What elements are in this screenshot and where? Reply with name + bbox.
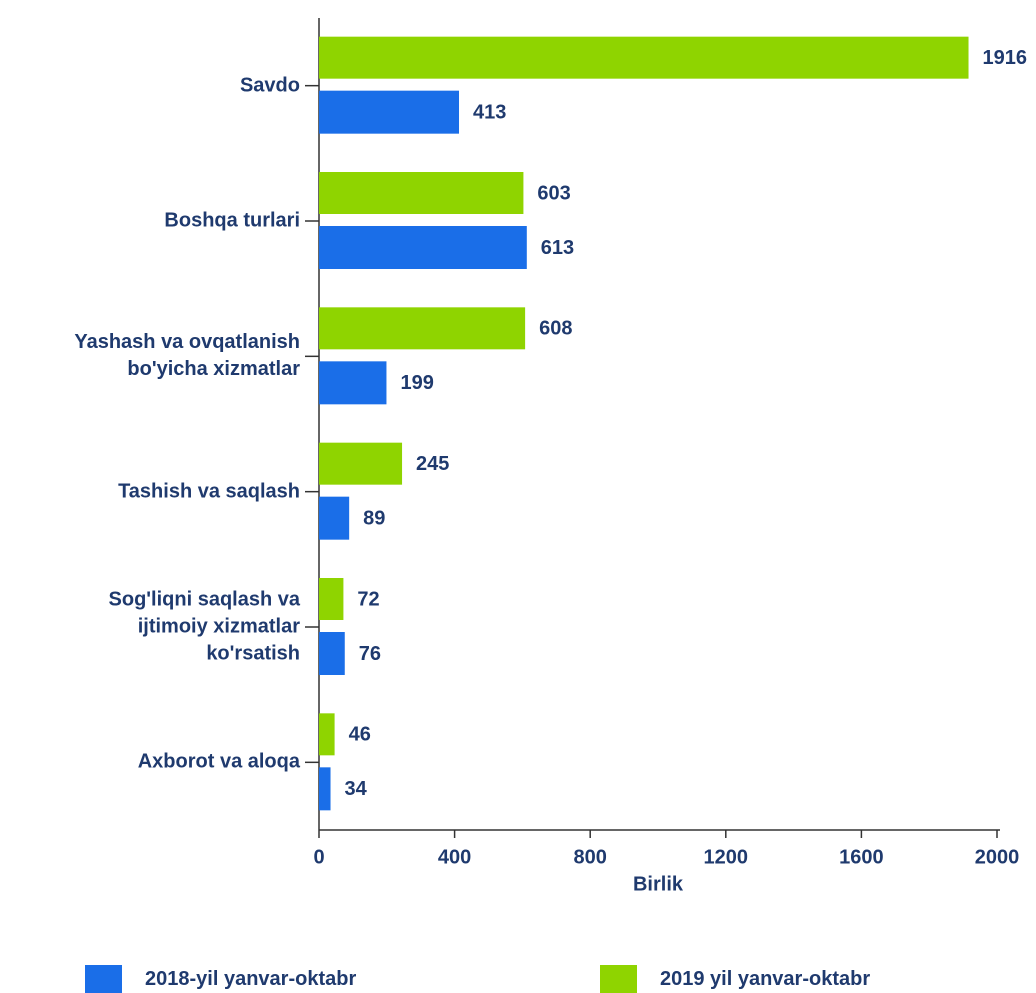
bar [319,578,344,620]
bar [319,226,527,269]
value-label: 76 [359,643,381,665]
bar [319,442,403,485]
y-tick-label: Yashash va ovqatlanish bo'yicha xizmatla… [74,331,300,381]
value-label: 89 [363,507,385,529]
legend-swatch [85,965,122,993]
bar [319,361,387,405]
value-label: 72 [357,588,379,610]
bar [319,767,331,811]
bar [319,172,524,214]
legend-item: 2018-yil yanvar-oktabr [85,965,356,993]
x-tick-label: 1200 [704,846,749,868]
y-tick-label: Savdo [239,74,300,97]
x-axis-label: Birlik [633,873,684,895]
value-label: 413 [473,101,506,123]
legend-label: 2019 yil yanvar-oktabr [660,967,871,990]
y-tick-label: Axborot va aloqa [137,750,300,773]
y-tick-label: Tashish va saqlash [118,480,300,503]
bar [319,90,460,134]
x-tick-label: 2000 [975,846,1020,868]
legend-swatch [600,965,637,993]
x-tick-label: 0 [313,846,324,868]
value-label: 608 [539,318,572,340]
bar [319,632,345,675]
legend-item: 2019 yil yanvar-oktabr [600,965,870,993]
x-tick-label: 400 [438,846,471,868]
value-label: 245 [416,453,449,475]
y-tick-label: Boshqa turlari [164,209,300,232]
bar [319,713,335,756]
value-label: 34 [345,778,368,800]
legend-label: 2018-yil yanvar-oktabr [145,967,357,990]
bar [319,307,526,350]
y-tick-label: Sog'liqni saqlash va ijtimoiy xizmatlar … [108,588,300,665]
x-tick-label: 800 [574,846,607,868]
value-label: 46 [349,724,371,746]
value-label: 613 [541,237,574,259]
bar [319,496,350,540]
value-label: 1916 [983,47,1027,69]
value-label: 199 [400,372,433,394]
bar [319,36,969,79]
value-label: 603 [537,182,570,204]
x-tick-label: 1600 [839,846,884,868]
